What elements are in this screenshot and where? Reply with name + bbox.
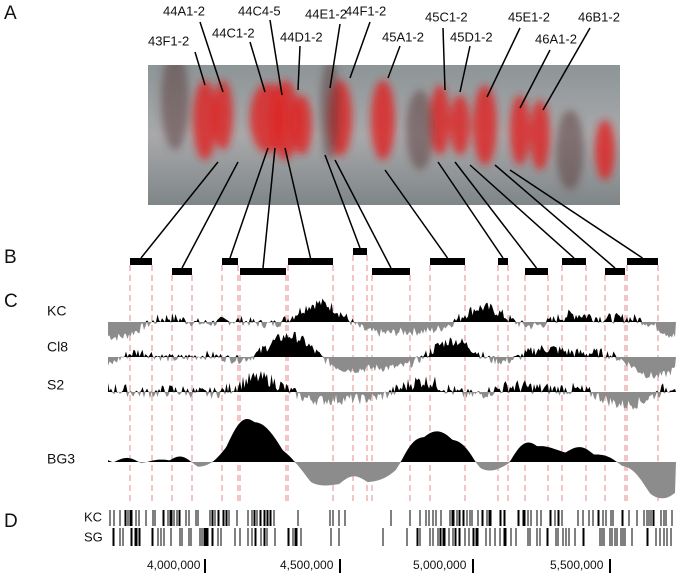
leader-line: [349, 21, 371, 79]
site-label: KC: [84, 509, 102, 524]
region-bar: [288, 258, 333, 265]
band-label: 44A1-2: [163, 3, 205, 18]
region-bar: [627, 258, 658, 265]
band-label: 46B1-2: [578, 9, 620, 24]
connector-line: [437, 161, 504, 259]
band-label: 45E1-2: [508, 9, 550, 24]
track-label: Cl8: [47, 339, 68, 355]
connector-line: [262, 147, 276, 269]
red-band: [450, 95, 470, 155]
panel-label: C: [4, 291, 18, 312]
leader-line: [519, 49, 551, 109]
band-label: 44F1-2: [345, 3, 386, 18]
red-band: [510, 95, 530, 165]
signal-negative: [108, 357, 676, 380]
connector-line: [229, 147, 269, 259]
red-band: [595, 120, 615, 180]
band-label: 44C4-5: [238, 3, 281, 18]
panel-label: A: [4, 3, 17, 24]
panel-label: D: [4, 511, 18, 532]
connector-line: [334, 159, 392, 269]
signal-positive: [108, 370, 676, 392]
connector-line: [324, 154, 361, 249]
red-band: [430, 85, 450, 155]
signal-positive: [108, 331, 676, 357]
leader-line: [249, 41, 266, 93]
red-band: [371, 80, 395, 160]
connector-line: [454, 161, 538, 269]
leader-line: [269, 19, 283, 96]
signal-positive: [108, 298, 676, 322]
axis-label: 4,000,000: [147, 558, 201, 572]
region-bar: [240, 268, 286, 275]
leader-line: [194, 51, 206, 86]
site-label: SG: [84, 529, 103, 544]
red-band: [213, 80, 233, 150]
dark-band: [556, 110, 584, 190]
band-label: 44C1-2: [212, 25, 255, 40]
connector-line: [284, 147, 312, 259]
signal-positive: [108, 418, 676, 462]
region-bar: [498, 258, 508, 265]
connector-line: [140, 161, 219, 259]
signal-negative: [108, 462, 676, 499]
signal-negative: [108, 322, 676, 342]
region-bar: [222, 258, 238, 265]
axis-label: 5,000,000: [413, 558, 467, 572]
signal-negative: [108, 392, 676, 410]
connector-line: [469, 164, 575, 259]
connector-line: [384, 169, 449, 259]
band-label: 46A1-2: [535, 31, 577, 46]
axis-label: 4,500,000: [280, 558, 334, 572]
leader-line: [329, 23, 341, 89]
leader-line: [486, 27, 521, 98]
region-bar: [172, 268, 192, 275]
leader-line: [199, 21, 224, 93]
band-label: 45A1-2: [382, 29, 424, 44]
leader-line: [297, 45, 301, 91]
connector-line: [181, 161, 239, 269]
band-label: 44E1-2: [305, 6, 347, 21]
micrograph-bands: [161, 65, 615, 190]
red-band: [193, 80, 217, 160]
connector-line: [509, 169, 643, 259]
band-label: 43F1-2: [148, 33, 189, 48]
region-bar: [130, 258, 152, 265]
region-bar: [562, 258, 586, 265]
band-label: 45D1-2: [450, 29, 493, 44]
track-label: BG3: [47, 451, 75, 467]
region-bar: [605, 268, 625, 275]
axis-label: 5,500,000: [550, 558, 604, 572]
track-label: S2: [47, 377, 64, 393]
connector-line: [494, 164, 616, 269]
track-label: KC: [47, 303, 66, 319]
region-bar: [372, 268, 410, 275]
panel-label: B: [4, 247, 17, 268]
leader-line: [459, 45, 471, 93]
dark-band: [406, 90, 434, 170]
region-bar: [525, 268, 548, 275]
region-bar: [430, 258, 465, 265]
red-band: [530, 100, 550, 170]
leader-line: [387, 45, 401, 79]
band-label: 45C1-2: [425, 9, 468, 24]
leader-line: [542, 27, 591, 111]
dark-band: [161, 65, 189, 150]
red-band: [292, 95, 312, 155]
red-band: [473, 85, 497, 165]
region-bar: [353, 248, 367, 255]
red-band: [271, 80, 299, 160]
band-label: 44D1-2: [280, 29, 323, 44]
leader-line: [442, 27, 446, 91]
dark-band: [320, 65, 340, 160]
